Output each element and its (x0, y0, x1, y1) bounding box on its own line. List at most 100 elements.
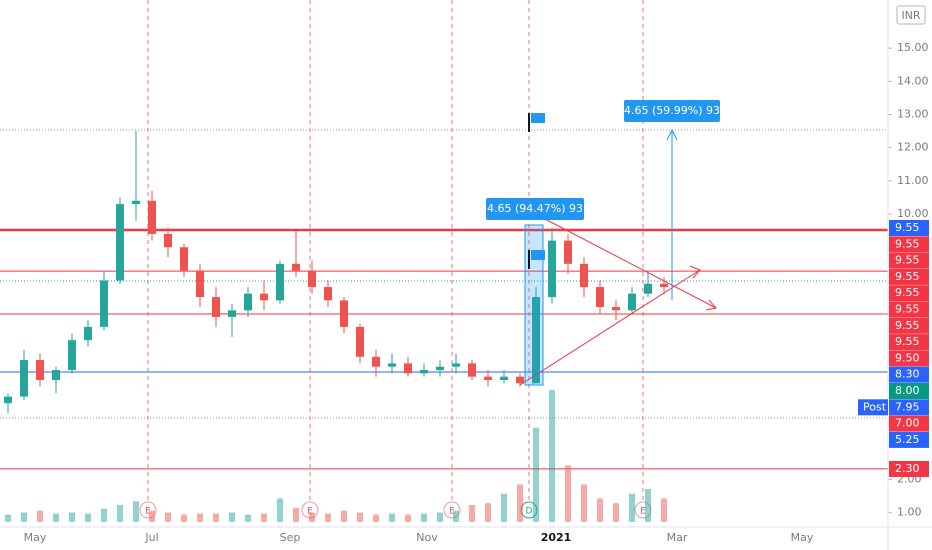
volume-bar (453, 510, 459, 522)
price-tag-label: 8.00 (895, 384, 920, 397)
volume-bar (661, 498, 667, 522)
candle-body (68, 340, 76, 371)
triangle-drawing (519, 217, 717, 386)
volume-bar (341, 510, 347, 522)
candle-body (484, 376, 492, 380)
volume-bar (245, 514, 251, 522)
annotation-box (624, 100, 720, 122)
volume-bar (5, 514, 11, 522)
price-tag-label: 9.55 (895, 254, 920, 267)
volume-bar (357, 512, 363, 522)
volume-bar (117, 505, 123, 522)
price-tag-label: 9.50 (895, 351, 920, 364)
flag (528, 113, 545, 132)
price-tag-label: 9.55 (895, 270, 920, 283)
candle-body (212, 297, 220, 317)
volume-bar (501, 493, 507, 522)
price-tag-label: 9.55 (895, 303, 920, 316)
volume-bar (85, 513, 91, 522)
candle-body (468, 363, 476, 377)
candle-body (564, 240, 572, 264)
volume-bar (421, 513, 427, 522)
arrow-head (705, 299, 717, 311)
currency-box (896, 5, 926, 25)
candle-body (548, 240, 556, 298)
volume-bar (213, 513, 219, 522)
annotation: 4.65 (59.99%) 93 (624, 104, 720, 117)
volume-bar (197, 513, 203, 522)
candle-body (644, 283, 652, 294)
candle-body (356, 326, 364, 357)
candle-body (84, 326, 92, 341)
volume-bar (21, 512, 27, 522)
volume-bar (645, 489, 651, 522)
event-label: E (145, 507, 151, 517)
volume-bar (581, 484, 587, 522)
candle-body (164, 233, 172, 248)
price-tag-label: 7.00 (895, 417, 920, 430)
candle-body (132, 200, 140, 205)
y-tick-label: 11.00 (897, 174, 929, 187)
currency: INR (901, 9, 920, 22)
trend-line (519, 269, 701, 386)
volume-bar (485, 503, 491, 522)
price-tag-label: 5.25 (895, 433, 920, 446)
candle-body (116, 204, 124, 281)
volume-bar (533, 427, 539, 522)
candle-body (20, 360, 28, 397)
candle-body (196, 270, 204, 298)
candle-body (612, 306, 620, 311)
volume-bar (133, 501, 139, 522)
price-tag (889, 461, 929, 477)
candle-body (52, 370, 60, 380)
price-tag (889, 236, 929, 253)
y-tick-label: 12.00 (897, 141, 929, 154)
candle-body (532, 297, 540, 384)
price-tag (889, 431, 929, 448)
volume-bar (597, 498, 603, 522)
price-tag-label: 7.95 (895, 400, 920, 413)
candle-body (100, 280, 108, 327)
arrow-head (689, 265, 701, 279)
price-tag (889, 383, 929, 399)
candle-body (180, 247, 188, 271)
y-tick-label: 14.00 (897, 74, 929, 87)
candle-body (404, 363, 412, 374)
price-tag-label: 9.55 (895, 237, 920, 250)
x-tick-label: Nov (416, 531, 438, 544)
y-tick-label: 15.00 (897, 41, 929, 54)
flag (528, 250, 545, 269)
volume-bar (373, 514, 379, 522)
candle-body (324, 287, 332, 301)
post-label: Post (863, 400, 887, 413)
volume-bar (549, 390, 555, 522)
candle-body (660, 283, 668, 288)
x-tick-label: May (791, 531, 814, 544)
price-tag (889, 366, 929, 383)
volume-bar (293, 507, 299, 522)
volume-bar (565, 465, 571, 522)
post-tag (858, 399, 888, 416)
candle-body (4, 396, 12, 404)
candle-body (388, 363, 396, 367)
candle-body (516, 376, 524, 384)
volume-bar (469, 505, 475, 522)
y-tick-label: 13.00 (897, 107, 929, 120)
arrow-head (666, 128, 678, 141)
price-tag-label: 9.55 (895, 286, 920, 299)
annotation: 4.65 (94.47%) 93 (487, 202, 583, 215)
price-tag (889, 220, 929, 236)
candle-body (596, 287, 604, 307)
candle-body (420, 370, 428, 374)
event-label: D (526, 507, 533, 517)
candle-body (628, 293, 636, 311)
price-tag-label: 8.30 (895, 368, 920, 381)
volume-bar (309, 512, 315, 522)
price-tag (889, 399, 929, 416)
price-tag (889, 334, 929, 351)
candle-body (276, 263, 284, 301)
price-tag (889, 415, 929, 432)
